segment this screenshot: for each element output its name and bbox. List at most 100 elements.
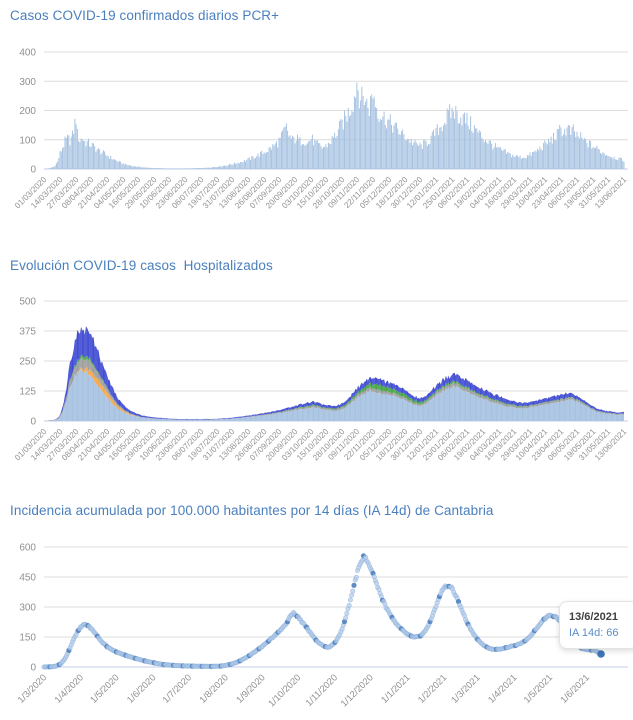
bar[interactable] (482, 139, 484, 169)
bar[interactable] (271, 149, 273, 169)
bar[interactable] (169, 168, 171, 169)
bar[interactable] (489, 140, 491, 169)
bar[interactable] (498, 146, 500, 169)
bar[interactable] (507, 151, 509, 169)
bar[interactable] (532, 152, 533, 169)
bar[interactable] (280, 132, 282, 169)
bar[interactable] (121, 163, 123, 169)
bar[interactable] (397, 128, 399, 169)
bar[interactable] (85, 146, 87, 169)
bar[interactable] (196, 168, 198, 169)
bar[interactable] (89, 146, 91, 169)
bar[interactable] (415, 142, 417, 169)
bar[interactable] (370, 96, 371, 169)
bar[interactable] (92, 143, 94, 169)
bar[interactable] (204, 167, 206, 169)
bar[interactable] (590, 141, 592, 169)
bar[interactable] (83, 140, 85, 169)
bar[interactable] (324, 146, 326, 169)
bar[interactable] (118, 160, 120, 169)
bar[interactable] (553, 133, 554, 169)
bar[interactable] (433, 129, 435, 169)
bar[interactable] (588, 140, 590, 169)
bar[interactable] (374, 107, 376, 169)
bar[interactable] (399, 134, 401, 169)
bar[interactable] (579, 138, 580, 169)
bar[interactable] (488, 140, 490, 169)
data-dot[interactable] (344, 610, 350, 616)
data-dot[interactable] (349, 592, 355, 598)
bar[interactable] (581, 137, 583, 169)
bar[interactable] (217, 166, 219, 169)
bar[interactable] (494, 143, 496, 169)
bar[interactable] (393, 125, 395, 169)
bar[interactable] (250, 160, 251, 169)
data-dot[interactable] (343, 615, 349, 621)
bar[interactable] (357, 90, 359, 169)
bar[interactable] (212, 167, 214, 169)
bar[interactable] (404, 139, 406, 169)
bar[interactable] (50, 167, 52, 169)
bar[interactable] (428, 144, 430, 169)
bar[interactable] (462, 114, 464, 169)
bar[interactable] (414, 139, 416, 169)
bar[interactable] (81, 139, 83, 169)
bar[interactable] (86, 141, 88, 169)
bar[interactable] (431, 131, 433, 169)
bar[interactable] (251, 156, 253, 169)
bar[interactable] (78, 141, 80, 169)
bar[interactable] (485, 140, 486, 169)
bar[interactable] (123, 164, 125, 169)
bar[interactable] (339, 120, 341, 169)
bar[interactable] (258, 156, 260, 169)
bar[interactable] (508, 152, 510, 169)
bar[interactable] (283, 127, 285, 169)
bar[interactable] (52, 167, 54, 169)
bar[interactable] (154, 168, 156, 169)
bar[interactable] (194, 168, 196, 169)
bar[interactable] (159, 168, 161, 169)
bar[interactable] (455, 105, 457, 169)
bar[interactable] (536, 148, 538, 169)
bar[interactable] (506, 153, 507, 169)
bar[interactable] (293, 137, 295, 169)
data-dot[interactable] (353, 574, 359, 580)
bar[interactable] (273, 145, 275, 169)
bar[interactable] (158, 168, 160, 169)
bar[interactable] (444, 123, 446, 169)
bar[interactable] (236, 163, 238, 169)
bar[interactable] (311, 134, 313, 169)
bar[interactable] (388, 119, 390, 169)
bar[interactable] (514, 156, 516, 169)
bar[interactable] (116, 160, 118, 169)
bar[interactable] (546, 144, 548, 169)
bar[interactable] (297, 134, 298, 169)
bar[interactable] (316, 139, 318, 169)
bar[interactable] (65, 137, 67, 169)
bar[interactable] (163, 168, 165, 169)
bar[interactable] (252, 156, 254, 169)
bar[interactable] (377, 118, 379, 169)
bar[interactable] (543, 142, 545, 169)
bar[interactable] (601, 153, 603, 169)
bar[interactable] (219, 165, 221, 169)
bar[interactable] (478, 130, 480, 169)
bar[interactable] (99, 149, 101, 169)
data-dot-last[interactable] (597, 650, 605, 658)
bar[interactable] (340, 119, 342, 169)
bar[interactable] (70, 136, 72, 169)
bar[interactable] (300, 145, 302, 169)
bar[interactable] (142, 167, 144, 169)
bar[interactable] (67, 134, 68, 169)
bar[interactable] (111, 159, 113, 169)
bar[interactable] (117, 162, 119, 169)
bar[interactable] (189, 168, 191, 169)
bar[interactable] (471, 131, 473, 169)
bar[interactable] (188, 168, 190, 169)
bar[interactable] (247, 158, 249, 169)
bar[interactable] (326, 147, 328, 169)
bar[interactable] (441, 131, 443, 169)
bar[interactable] (276, 141, 277, 169)
bar[interactable] (382, 116, 384, 169)
bar[interactable] (509, 153, 511, 169)
